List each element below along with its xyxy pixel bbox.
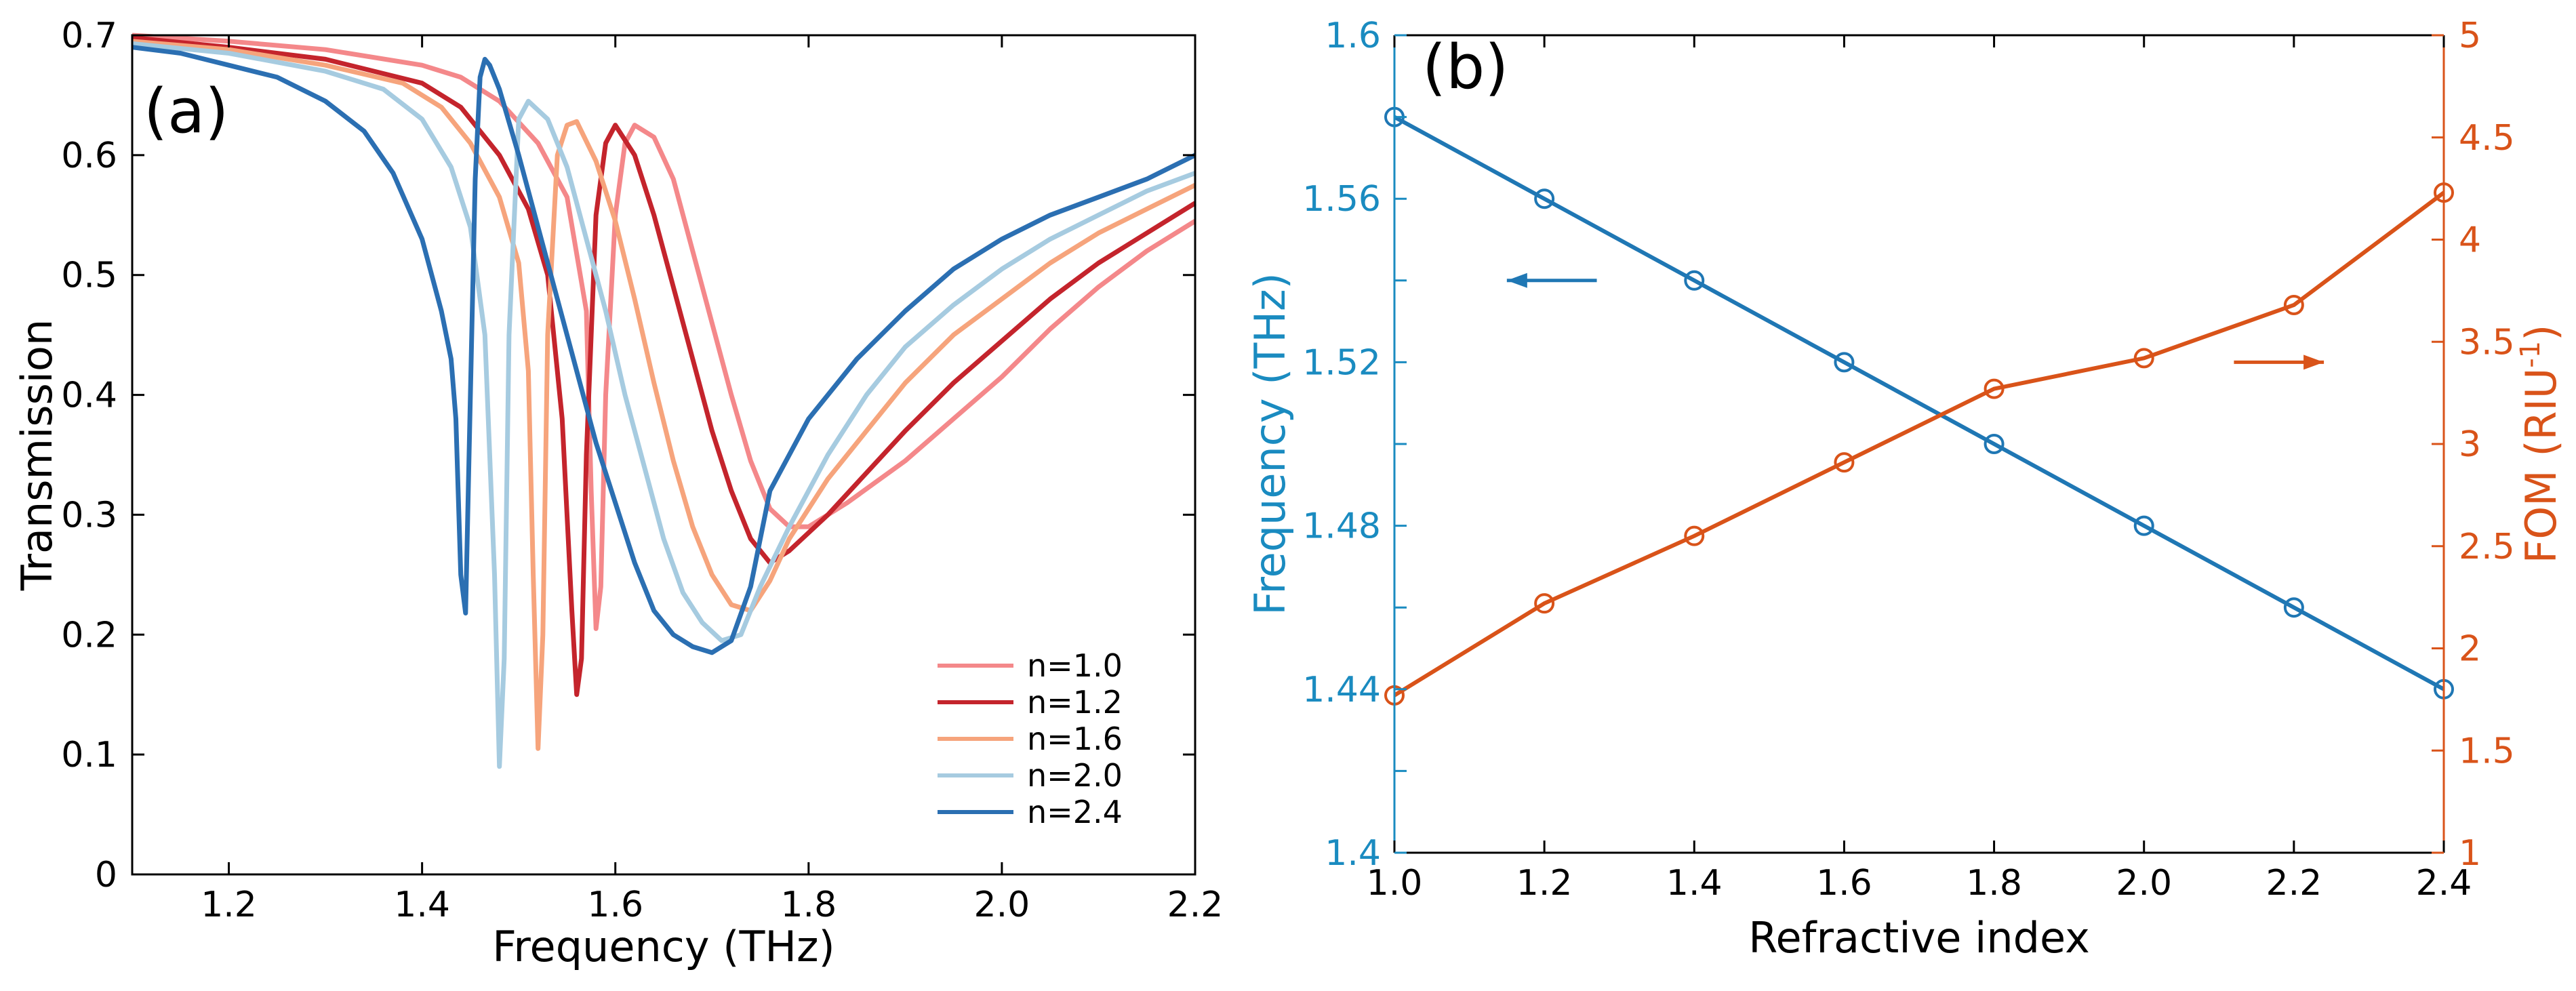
- arrow-head: [1506, 272, 1527, 288]
- arrow-head: [2303, 355, 2325, 370]
- series-line-n-1.6: [132, 39, 1196, 751]
- series-line-n-1.0: [132, 33, 1196, 631]
- panel-b-lines: [1384, 106, 2454, 706]
- panel-b: (b) 1.0 1.2 1.4 1.6 1.8 2.0 2.2 2.4 1.4 1.44 1.48…: [1245, 16, 2566, 963]
- panel-a-legend: n=1.0n=1.2n=1.6n=2.0n=2.4: [938, 647, 1123, 830]
- x-tick-label: 1.0: [1367, 863, 1423, 904]
- series-line-frequency: [1393, 115, 2445, 691]
- right-axis-label-main: FOM (RIU: [2516, 368, 2566, 564]
- right-tick-label: 3.5: [2459, 322, 2515, 363]
- left-tick-label: 1.44: [1302, 670, 1381, 710]
- right-tick-label: 5: [2459, 16, 2481, 56]
- x-tick-label: 2.2: [2266, 863, 2322, 904]
- y-tick-label: 0.2: [61, 615, 117, 655]
- panel-b-x-ticks: 1.0 1.2 1.4 1.6 1.8 2.0 2.2 2.4: [1367, 35, 2472, 904]
- y-tick-label: 0.1: [61, 735, 117, 775]
- left-tick-label: 1.4: [1325, 833, 1381, 874]
- panel-a-y-ticks: 0 0.1 0.2 0.3 0.4 0.5 0.6 0.7: [61, 16, 1195, 895]
- panel-b-right-ticks: 1 1.5 2 2.5 3 3.5 4 4.5 5: [2432, 16, 2515, 874]
- left-tick-label: 1.6: [1325, 16, 1381, 56]
- series-line-n-2.4: [132, 45, 1196, 655]
- legend-label: n=1.6: [1027, 721, 1123, 757]
- panel-b-x-axis-label: Refractive index: [1748, 913, 2090, 963]
- marker-frequency: [1984, 434, 2005, 454]
- legend-label: n=1.2: [1027, 684, 1123, 721]
- right-tick-label: 2.5: [2459, 527, 2515, 567]
- x-tick-label: 1.2: [201, 885, 257, 925]
- panel-a-x-ticks: 1.2 1.4 1.6 1.8 2.0 2.2: [201, 35, 1223, 925]
- panel-a-y-axis-label: Transmission: [12, 319, 62, 592]
- marker-frequency: [1834, 352, 1855, 373]
- y-tick-label: 0.4: [61, 376, 117, 416]
- x-tick-label: 1.4: [394, 885, 450, 925]
- y-tick-label: 0.6: [61, 136, 117, 176]
- left-tick-label: 1.52: [1302, 342, 1381, 383]
- right-axis-label-superscript: -1: [2515, 341, 2546, 368]
- marker-frequency: [2283, 597, 2304, 618]
- y-tick-label: 0: [95, 855, 117, 895]
- legend-label: n=2.0: [1027, 757, 1123, 794]
- marker-fom: [1834, 452, 1855, 473]
- right-tick-label: 1.5: [2459, 731, 2515, 771]
- x-tick-label: 2.2: [1167, 885, 1224, 925]
- x-tick-label: 1.4: [1666, 863, 1723, 904]
- x-tick-label: 1.2: [1516, 863, 1573, 904]
- marker-fom: [1684, 525, 1705, 546]
- marker-frequency: [2133, 515, 2154, 536]
- x-tick-label: 2.4: [2416, 863, 2472, 904]
- left-tick-label: 1.56: [1302, 179, 1381, 220]
- panel-b-right-axis-label: FOM (RIU-1): [2515, 325, 2566, 564]
- marker-fom: [1984, 378, 2005, 399]
- marker-fom: [2283, 294, 2304, 315]
- x-tick-label: 2.0: [974, 885, 1030, 925]
- series-line-n-1.2: [132, 35, 1196, 697]
- x-tick-label: 1.6: [587, 885, 643, 925]
- y-tick-label: 0.3: [61, 495, 117, 535]
- panel-a-x-axis-label: Frequency (THz): [492, 922, 834, 971]
- right-tick-label: 2: [2459, 629, 2481, 670]
- panel-a-lines: [132, 33, 1196, 769]
- left-tick-label: 1.48: [1302, 506, 1381, 547]
- right-tick-label: 4.5: [2459, 118, 2515, 159]
- y-tick-label: 0.7: [61, 16, 117, 56]
- marker-fom: [1534, 593, 1555, 614]
- panel-b-left-ticks: 1.4 1.44 1.48 1.52 1.56 1.6: [1302, 16, 1407, 874]
- x-tick-label: 1.6: [1816, 863, 1872, 904]
- marker-frequency: [1684, 270, 1705, 291]
- panel-b-arrows: [1506, 272, 2325, 370]
- x-tick-label: 1.8: [1966, 863, 2022, 904]
- panel-a-frame: [131, 34, 1196, 876]
- right-axis-label-end: ): [2516, 325, 2566, 341]
- x-tick-label: 2.0: [2116, 863, 2172, 904]
- right-tick-label: 1: [2459, 833, 2481, 874]
- panel-a-label: (a): [144, 76, 228, 147]
- panel-b-label: (b): [1422, 32, 1508, 103]
- right-tick-label: 3: [2459, 424, 2481, 465]
- series-line-fom: [1393, 190, 2445, 697]
- legend-label: n=2.4: [1027, 794, 1123, 830]
- panel-a: (a) 1.2 1.4 1.6 1.8 2.0 2.2 00.10.20.30.40.50…: [12, 16, 1223, 971]
- y-tick-label: 0.5: [61, 256, 117, 296]
- panel-b-left-axis-label: Frequency (THz): [1245, 272, 1295, 615]
- right-tick-label: 4: [2459, 220, 2481, 261]
- marker-fom: [2133, 348, 2154, 369]
- legend-label: n=1.0: [1027, 647, 1123, 684]
- series-line-n-2.0: [132, 41, 1196, 769]
- marker-frequency: [1534, 188, 1555, 209]
- x-tick-label: 1.8: [780, 885, 837, 925]
